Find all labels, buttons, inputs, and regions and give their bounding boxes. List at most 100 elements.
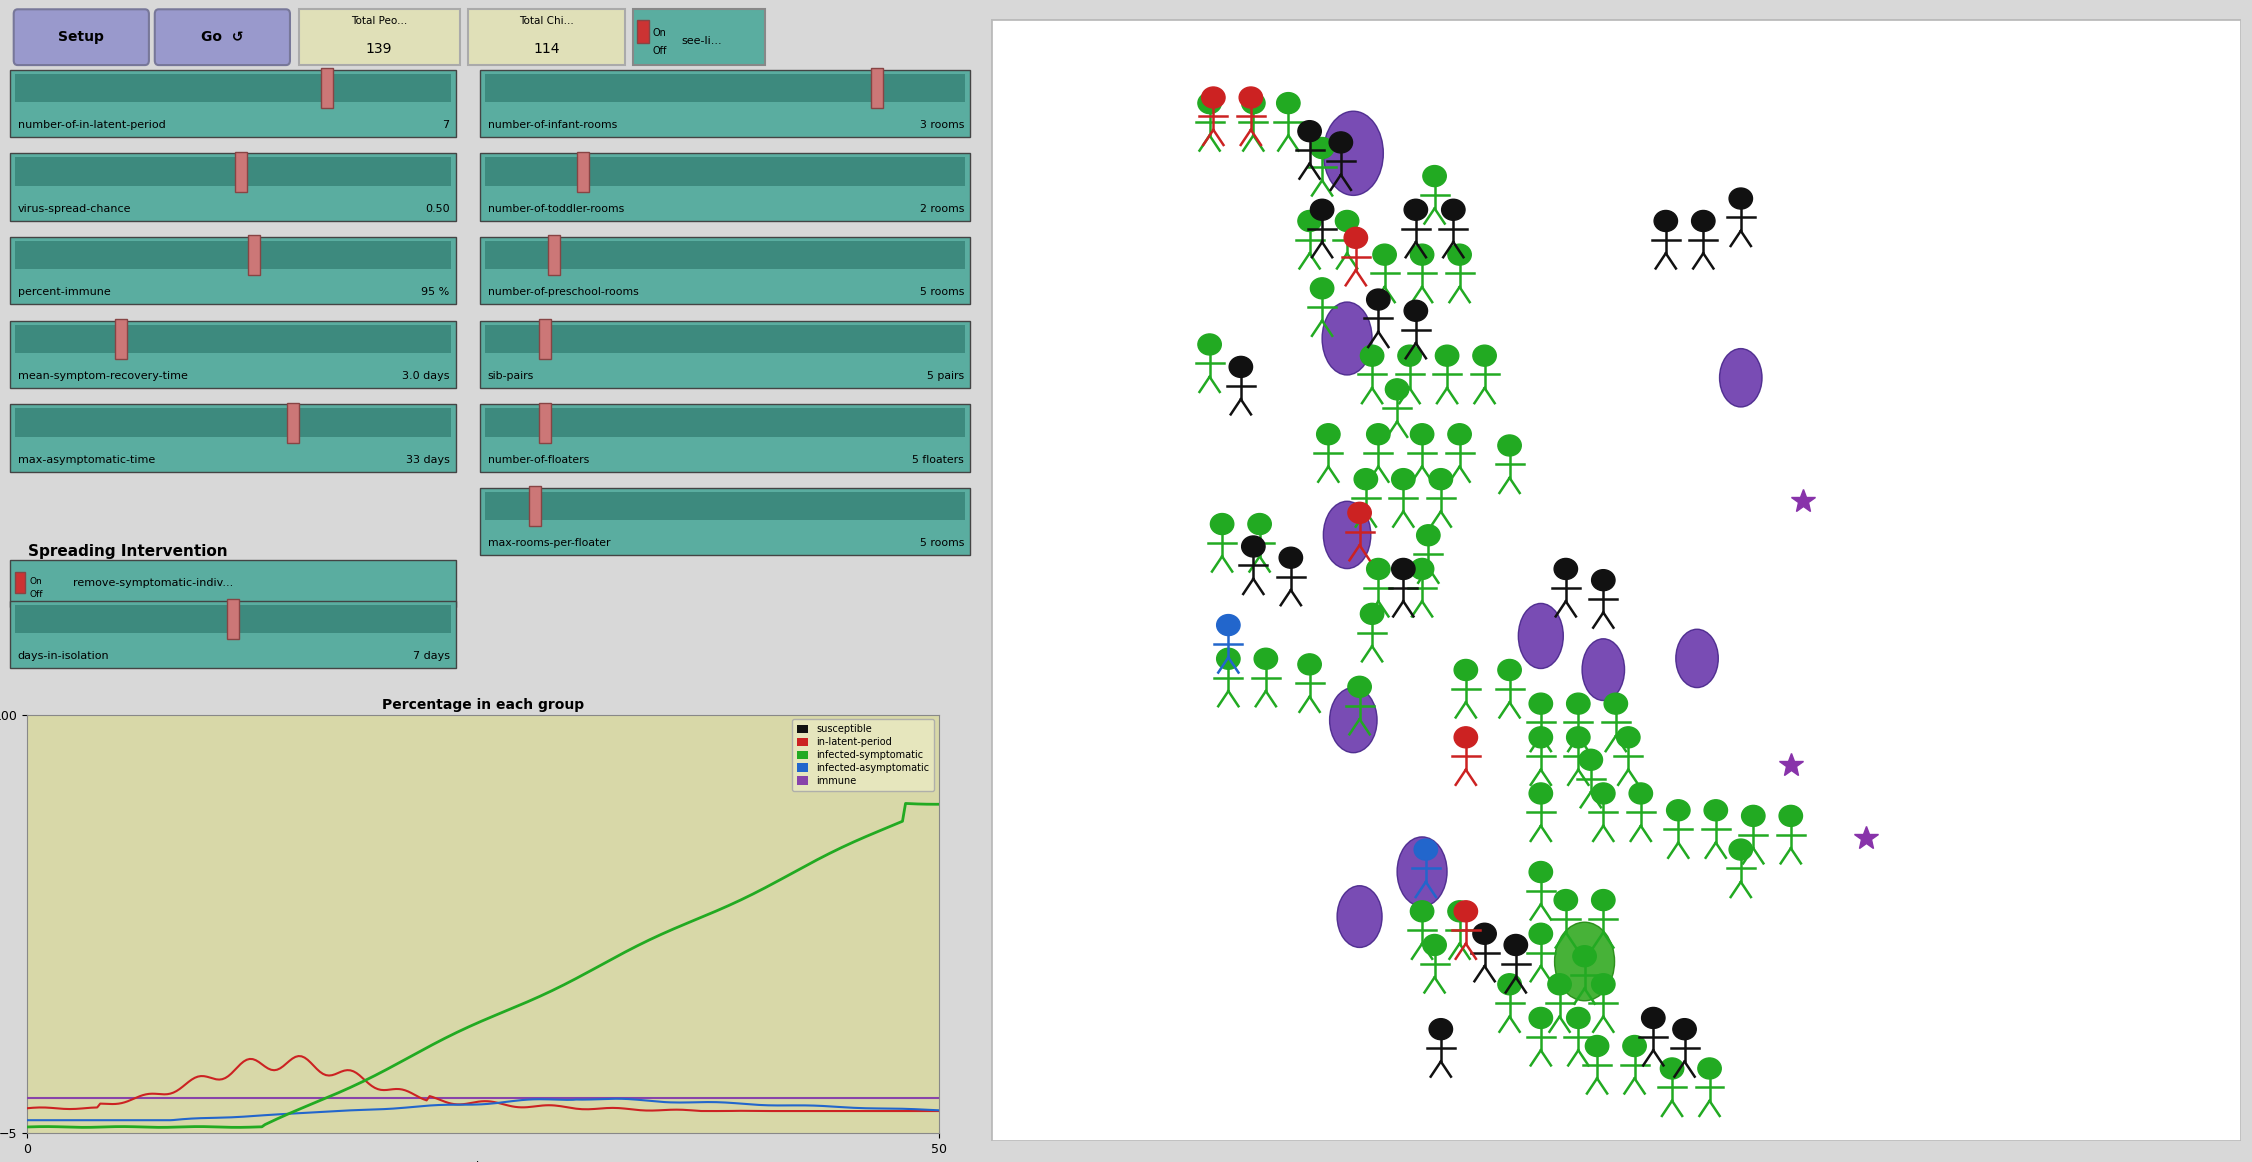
Circle shape [1592,569,1615,590]
Circle shape [1567,694,1590,715]
Circle shape [1311,278,1333,299]
Circle shape [1317,424,1340,445]
Text: number-of-preschool-rooms: number-of-preschool-rooms [489,287,640,297]
Circle shape [1311,137,1333,158]
Circle shape [1730,839,1752,860]
Circle shape [1441,199,1466,221]
Circle shape [1529,726,1552,748]
Circle shape [1554,559,1576,580]
Circle shape [1241,93,1266,114]
Circle shape [1353,468,1378,489]
Circle shape [1624,1035,1646,1056]
Circle shape [1579,749,1603,770]
FancyBboxPatch shape [9,153,455,221]
Text: Off: Off [653,46,667,56]
Circle shape [1592,783,1615,804]
FancyBboxPatch shape [484,408,964,437]
Circle shape [1385,379,1410,400]
FancyBboxPatch shape [9,70,455,137]
Ellipse shape [1518,603,1563,668]
FancyBboxPatch shape [872,67,883,108]
Circle shape [1417,525,1439,546]
FancyBboxPatch shape [16,604,450,633]
Circle shape [1741,805,1766,826]
FancyBboxPatch shape [9,601,455,668]
Circle shape [1435,345,1459,366]
FancyBboxPatch shape [155,9,291,65]
Text: 5 pairs: 5 pairs [928,371,964,381]
Circle shape [1297,654,1322,675]
Circle shape [1410,559,1435,580]
FancyBboxPatch shape [16,324,450,353]
Circle shape [1279,547,1302,568]
FancyBboxPatch shape [991,19,2241,1141]
Text: 5 rooms: 5 rooms [919,538,964,548]
Circle shape [1603,694,1628,715]
Text: Off: Off [29,590,43,600]
Circle shape [1473,924,1495,945]
FancyBboxPatch shape [480,404,971,472]
Circle shape [1198,333,1221,354]
Circle shape [1349,676,1371,697]
FancyBboxPatch shape [480,70,971,137]
FancyBboxPatch shape [538,402,552,443]
Text: number-of-infant-rooms: number-of-infant-rooms [489,120,617,130]
Circle shape [1529,694,1552,715]
FancyBboxPatch shape [484,492,964,521]
Circle shape [1216,615,1241,636]
Text: Total Peo...: Total Peo... [351,16,408,26]
FancyBboxPatch shape [286,402,300,443]
FancyBboxPatch shape [9,321,455,388]
Text: percent-immune: percent-immune [18,287,110,297]
Circle shape [1248,514,1272,535]
Circle shape [1410,424,1435,445]
Circle shape [1779,805,1802,826]
Text: max-asymptomatic-time: max-asymptomatic-time [18,454,155,465]
FancyBboxPatch shape [633,9,766,65]
Circle shape [1628,783,1653,804]
Circle shape [1392,559,1414,580]
Text: remove-symptomatic-indiv...: remove-symptomatic-indiv... [74,579,234,588]
Text: 5 floaters: 5 floaters [912,454,964,465]
Text: Total Chi...: Total Chi... [520,16,574,26]
Circle shape [1529,1007,1552,1028]
Text: HFMD: HFMD [196,92,254,110]
Text: 95 %: 95 % [421,287,450,297]
Circle shape [1254,648,1277,669]
Ellipse shape [1675,630,1718,688]
FancyBboxPatch shape [547,235,561,275]
Ellipse shape [1583,639,1624,701]
Circle shape [1666,799,1689,820]
Circle shape [1277,93,1299,114]
FancyBboxPatch shape [322,67,333,108]
Circle shape [1414,839,1437,860]
Circle shape [1405,199,1428,221]
Circle shape [1529,861,1552,882]
Circle shape [1430,1019,1453,1040]
Text: 139: 139 [365,42,392,56]
FancyBboxPatch shape [16,73,450,102]
FancyBboxPatch shape [637,20,649,43]
Circle shape [1655,210,1678,231]
Circle shape [1423,165,1446,187]
FancyBboxPatch shape [9,404,455,472]
Text: virus-spread-chance: virus-spread-chance [18,203,131,214]
Text: On: On [653,28,667,37]
Circle shape [1360,603,1383,624]
Circle shape [1455,726,1477,748]
FancyBboxPatch shape [9,237,455,304]
Text: number-of-toddler-rooms: number-of-toddler-rooms [489,203,624,214]
Circle shape [1405,300,1428,321]
Text: 0.50: 0.50 [426,203,450,214]
Circle shape [1547,974,1572,995]
Circle shape [1297,121,1322,142]
Circle shape [1660,1057,1684,1079]
Circle shape [1216,648,1241,669]
Circle shape [1705,799,1727,820]
Circle shape [1335,210,1358,231]
Circle shape [1344,228,1367,249]
Circle shape [1448,901,1471,921]
Circle shape [1617,726,1639,748]
FancyBboxPatch shape [480,237,971,304]
FancyBboxPatch shape [480,488,971,555]
